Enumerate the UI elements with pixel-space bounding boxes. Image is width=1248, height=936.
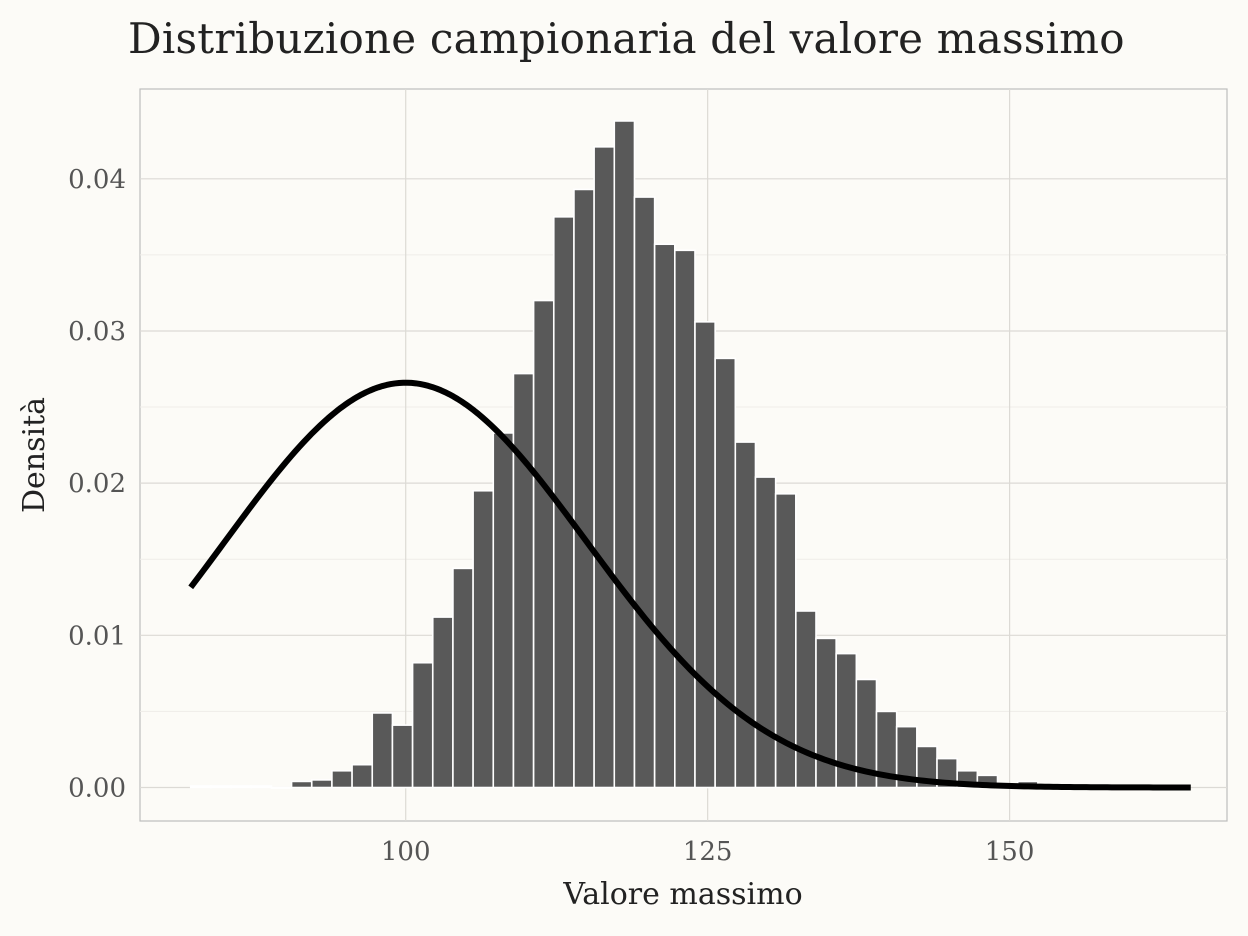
histogram-bar <box>573 188 595 789</box>
histogram-bar <box>250 785 273 789</box>
histogram-bar <box>593 146 616 789</box>
histogram-bar <box>653 243 676 789</box>
x-axis-label: Valore massimo <box>562 877 802 912</box>
x-tick-label: 150 <box>985 837 1035 867</box>
histogram-bar <box>532 299 555 789</box>
histogram-bar <box>472 489 495 789</box>
histogram-bar <box>754 476 777 789</box>
y-tick-label: 0.01 <box>68 621 126 651</box>
y-tick-label: 0.03 <box>68 317 126 347</box>
histogram-bar <box>290 780 313 789</box>
histogram-bar <box>331 769 353 789</box>
histogram-bar <box>391 724 414 789</box>
histogram-bar <box>795 610 817 789</box>
histogram-bar <box>512 372 535 789</box>
histogram-bar <box>492 432 515 789</box>
histogram-bar <box>270 786 293 789</box>
y-tick-label: 0.02 <box>68 469 126 499</box>
histogram-bar <box>452 567 474 789</box>
histogram-bar <box>734 441 757 789</box>
x-tick-label: 125 <box>683 837 733 867</box>
histogram-bar <box>310 779 333 789</box>
histogram-bar <box>351 763 374 789</box>
histogram-bar <box>674 249 696 789</box>
histogram-bar <box>371 712 394 789</box>
axis-ticks: 0.00 0.01 0.02 0.03 0.04 100 125 150 <box>68 165 1034 867</box>
density-curve-group <box>188 379 1191 791</box>
histogram-bar <box>613 120 636 789</box>
chart-title: Distribuzione campionaria del valore mas… <box>128 14 1125 63</box>
y-tick-label: 0.04 <box>68 165 126 195</box>
y-tick-label: 0.00 <box>68 774 126 804</box>
histogram-bars <box>189 120 1039 789</box>
histogram-bar <box>411 661 434 789</box>
histogram-bar <box>694 321 716 789</box>
histogram-bar <box>230 785 253 789</box>
x-tick-label: 100 <box>381 837 431 867</box>
density-curve <box>188 379 1191 791</box>
histogram-bar <box>714 357 737 789</box>
y-axis-label: Densità <box>17 397 52 513</box>
histogram-bar <box>189 785 212 789</box>
histogram-bar <box>210 785 232 789</box>
histogram-bar <box>431 616 454 789</box>
histogram-bar <box>633 196 656 789</box>
